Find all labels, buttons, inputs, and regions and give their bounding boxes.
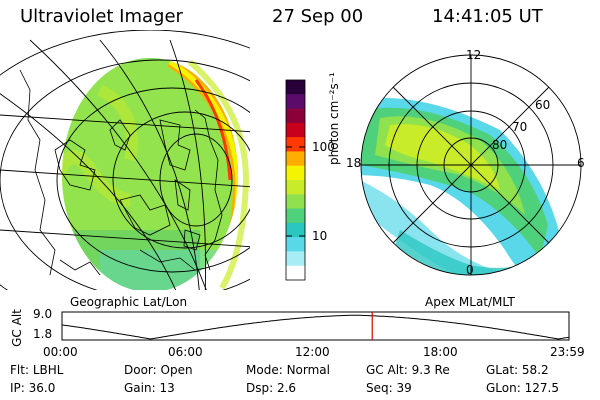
geographic-panel [0, 30, 250, 290]
timeline-xtick-1200: 12:00 [295, 345, 330, 359]
colorbar [286, 80, 305, 281]
colorbar-unit: photon cm⁻²s⁻¹ [327, 72, 341, 165]
auroral-oval [361, 98, 575, 275]
info-flt: Flt: LBHL [10, 363, 64, 377]
mlt-label-12: 12 [466, 48, 482, 62]
colorbar-band [286, 108, 305, 124]
timeline-ytick-1-8: 1.8 [33, 327, 53, 341]
geographic-panel-label: Geographic Lat/Lon [70, 295, 188, 309]
info-gc-alt: GC Alt: 9.3 Re [366, 363, 450, 377]
colorbar-band [286, 180, 305, 195]
colorbar-band [286, 165, 305, 181]
colorbar-band [286, 265, 305, 281]
info-gain: Gain: 13 [124, 381, 175, 395]
timeline-xtick-2359: 23:59 [550, 345, 585, 359]
info-glon: GLon: 127.5 [486, 381, 559, 395]
mlt-label-0: 0 [466, 263, 474, 277]
coastlines [19, 69, 223, 276]
timeline-xtick-1800: 18:00 [423, 345, 458, 359]
colorbar-band [286, 208, 305, 224]
colorbar-band [286, 80, 305, 95]
colorbar-band [286, 251, 305, 267]
info-door: Door: Open [124, 363, 193, 377]
colorbar-band [286, 94, 305, 110]
colorbar-band [286, 151, 305, 167]
instrument-title: Ultraviolet Imager [20, 6, 183, 27]
uv-earth-disk [62, 58, 238, 290]
colorbar-band [286, 222, 305, 238]
info-ip: IP: 36.0 [10, 381, 56, 395]
geo-grid [0, 30, 250, 290]
info-glat: GLat: 58.2 [486, 363, 549, 377]
colorbar-band [286, 137, 305, 152]
mlat-label-80: 80 [492, 138, 508, 152]
info-mode: Mode: Normal [246, 363, 330, 377]
observation-date: 27 Sep 00 [272, 6, 364, 27]
mlt-label-18: 18 [346, 156, 362, 170]
observation-time: 14:41:05 UT [432, 6, 543, 27]
timeline-ylabel: GC Alt [9, 309, 24, 347]
mlat-label-60: 60 [535, 98, 551, 112]
info-dsp: Dsp: 2.6 [246, 381, 297, 395]
colorbar-band [286, 194, 305, 210]
timeline-ytick-9: 9.0 [33, 307, 53, 321]
altitude-timeline [61, 311, 570, 341]
polar-panel [360, 54, 582, 276]
colorbar-band [286, 122, 305, 138]
timeline-xtick-0600: 06:00 [168, 345, 203, 359]
timeline-xtick-0000: 00:00 [43, 345, 78, 359]
polar-grid [360, 54, 582, 276]
colorbar-tick-100: 100 [312, 140, 335, 154]
info-seq: Seq: 39 [366, 381, 412, 395]
mlat-label-70: 70 [512, 120, 528, 134]
apex-panel-label: Apex MLat/MLT [425, 295, 515, 309]
colorbar-tick-10: 10 [312, 229, 328, 243]
mlt-label-6: 6 [577, 156, 585, 170]
colorbar-band [286, 237, 305, 252]
